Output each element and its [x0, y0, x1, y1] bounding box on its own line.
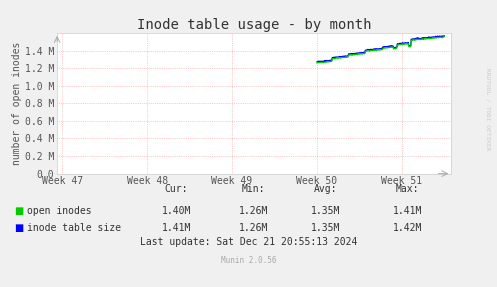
Text: 1.42M: 1.42M — [393, 223, 422, 233]
Text: Cur:: Cur: — [165, 184, 188, 194]
Text: 1.26M: 1.26M — [239, 206, 268, 216]
Text: RRDTOOL / TOBI OETIKER: RRDTOOL / TOBI OETIKER — [486, 68, 491, 150]
Text: Last update: Sat Dec 21 20:55:13 2024: Last update: Sat Dec 21 20:55:13 2024 — [140, 237, 357, 247]
Text: ■: ■ — [14, 206, 23, 216]
Text: 1.26M: 1.26M — [239, 223, 268, 233]
Text: 1.35M: 1.35M — [311, 223, 340, 233]
Y-axis label: number of open inodes: number of open inodes — [12, 42, 22, 165]
Text: Munin 2.0.56: Munin 2.0.56 — [221, 256, 276, 265]
Text: inode table size: inode table size — [27, 223, 121, 233]
Title: Inode table usage - by month: Inode table usage - by month — [137, 18, 371, 32]
Text: 1.41M: 1.41M — [162, 223, 191, 233]
Text: 1.40M: 1.40M — [162, 206, 191, 216]
Text: 1.35M: 1.35M — [311, 206, 340, 216]
Text: ■: ■ — [14, 223, 23, 233]
Text: Min:: Min: — [242, 184, 265, 194]
Text: Max:: Max: — [396, 184, 419, 194]
Text: Avg:: Avg: — [314, 184, 337, 194]
Text: 1.41M: 1.41M — [393, 206, 422, 216]
Text: open inodes: open inodes — [27, 206, 92, 216]
